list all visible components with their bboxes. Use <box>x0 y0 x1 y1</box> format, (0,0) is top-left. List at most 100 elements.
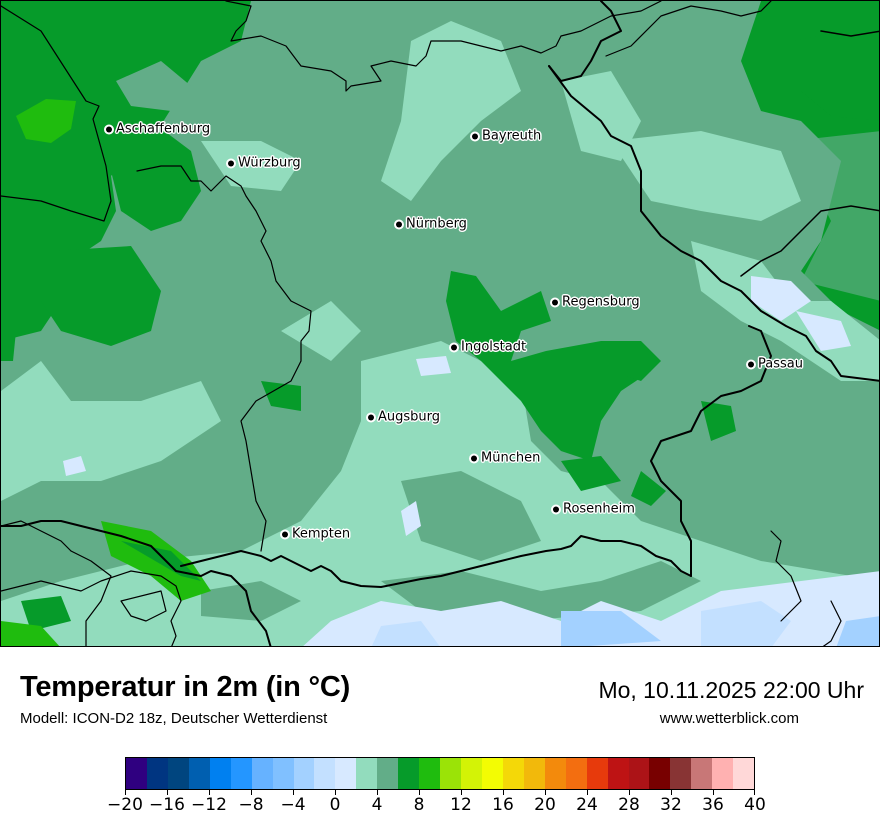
city-marker: Regensburg <box>552 295 640 310</box>
colorbar-tick-mark <box>545 790 546 795</box>
city-dot-icon <box>451 344 457 350</box>
city-dot-icon <box>472 133 478 139</box>
colorbar-tick-mark <box>125 790 126 795</box>
city-marker: Kempten <box>282 527 350 542</box>
city-marker: Nürnberg <box>396 217 467 232</box>
colorbar-segment <box>544 758 566 789</box>
city-dot-icon <box>471 455 477 461</box>
colorbar-tick-mark <box>209 790 210 795</box>
temperature-map: Aschaffenburg Würzburg Bayreuth Nürnberg… <box>0 0 880 647</box>
colorbar-tick-label: 40 <box>744 795 766 815</box>
colorbar-segment <box>481 758 503 789</box>
colorbar-tick-mark <box>377 790 378 795</box>
map-canvas <box>1 1 879 646</box>
city-dot-icon <box>106 126 112 132</box>
colorbar-segment <box>440 758 461 789</box>
colorbar-segment <box>398 758 420 789</box>
colorbar-tick-mark <box>335 790 336 795</box>
city-marker: Rosenheim <box>553 502 635 517</box>
colorbar-tick-mark <box>503 790 504 795</box>
colorbar-segment <box>335 758 357 789</box>
colorbar-segment <box>293 758 315 789</box>
colorbar-tick-label: −12 <box>191 795 227 815</box>
colorbar-segment <box>167 758 189 789</box>
colorbar-tick-label: 0 <box>329 795 341 815</box>
colorbar-segment <box>356 758 378 789</box>
colorbar-tick-mark <box>587 790 588 795</box>
colorbar-tick-label: −4 <box>280 795 306 815</box>
city-dot-icon <box>552 299 558 305</box>
colorbar-segment <box>146 758 168 789</box>
colorbar-segment <box>126 758 147 789</box>
colorbar-segment <box>733 758 755 789</box>
city-marker: Würzburg <box>228 156 301 171</box>
colorbar-segment <box>377 758 399 789</box>
colorbar-tick-mark <box>251 790 252 795</box>
colorbar-segment <box>607 758 629 789</box>
colorbar-tick-mark <box>461 790 462 795</box>
colorbar-segment <box>670 758 692 789</box>
colorbar-tick-label: 12 <box>450 795 472 815</box>
city-marker: Augsburg <box>368 410 440 425</box>
colorbar-segment <box>209 758 231 789</box>
colorbar-segment <box>691 758 713 789</box>
city-label: Regensburg <box>562 294 640 310</box>
map-title: Temperatur in 2m (in °C) <box>20 671 351 703</box>
colorbar-segment <box>712 758 734 789</box>
city-dot-icon <box>368 414 374 420</box>
city-dot-icon <box>282 531 288 537</box>
colorbar-tick-mark <box>293 790 294 795</box>
colorbar-segment <box>230 758 252 789</box>
city-label: Passau <box>758 356 803 372</box>
colorbar-tick-label: −20 <box>107 795 143 815</box>
colorbar-tick-label: 16 <box>492 795 514 815</box>
city-dot-icon <box>396 221 402 227</box>
colorbar-tick-mark <box>671 790 672 795</box>
temperature-colorbar <box>125 757 755 790</box>
city-label: Aschaffenburg <box>116 121 211 137</box>
city-label: Kempten <box>292 526 351 542</box>
colorbar-tick-mark <box>713 790 714 795</box>
colorbar-segment <box>649 758 671 789</box>
colorbar-tick-label: 4 <box>371 795 383 815</box>
city-label: Augsburg <box>378 409 441 425</box>
colorbar-tick-label: 36 <box>702 795 724 815</box>
colorbar-segment <box>419 758 441 789</box>
colorbar-tick-label: 20 <box>534 795 556 815</box>
colorbar-segment <box>314 758 336 789</box>
forecast-datetime: Mo, 10.11.2025 22:00 Uhr <box>598 677 864 703</box>
model-source: Modell: ICON-D2 18z, Deutscher Wetterdie… <box>20 710 328 727</box>
colorbar-ticks: −20 −16 −12 −8 −4 0 4 8 12 16 20 24 28 32 36 40 <box>107 790 766 830</box>
colorbar-tick-mark <box>167 790 168 795</box>
colorbar-tick-label: 8 <box>413 795 425 815</box>
colorbar-tick-label: 28 <box>618 795 640 815</box>
city-marker: Ingolstadt <box>451 340 526 355</box>
colorbar-segment <box>272 758 294 789</box>
colorbar-segment <box>188 758 210 789</box>
colorbar-segment <box>565 758 587 789</box>
colorbar-tick-label: −8 <box>238 795 264 815</box>
city-label: Ingolstadt <box>461 339 527 355</box>
colorbar-tick-label: 32 <box>660 795 682 815</box>
colorbar-segment <box>251 758 273 789</box>
city-label: Rosenheim <box>563 501 635 517</box>
colorbar-segment <box>502 758 524 789</box>
city-marker: München <box>471 451 540 466</box>
city-dot-icon <box>228 160 234 166</box>
colorbar-segment <box>628 758 650 789</box>
city-dot-icon <box>748 361 754 367</box>
city-label: Nürnberg <box>406 216 467 232</box>
city-label: Bayreuth <box>482 128 542 144</box>
city-marker: Passau <box>748 357 803 372</box>
colorbar-tick-label: 24 <box>576 795 598 815</box>
colorbar-segment <box>586 758 608 789</box>
colorbar-tick-mark <box>629 790 630 795</box>
website-url: www.wetterblick.com <box>659 710 799 727</box>
city-marker: Bayreuth <box>472 129 541 144</box>
colorbar-tick-mark <box>419 790 420 795</box>
colorbar-tick-mark <box>754 790 755 795</box>
city-dot-icon <box>553 506 559 512</box>
city-label: München <box>481 450 541 466</box>
colorbar-tick-label: −16 <box>149 795 185 815</box>
colorbar-segment <box>461 758 482 789</box>
